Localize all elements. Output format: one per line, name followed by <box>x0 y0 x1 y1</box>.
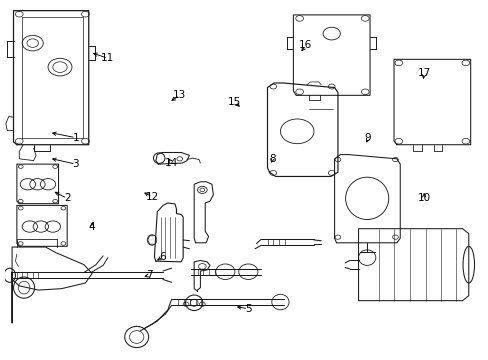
Text: 1: 1 <box>72 133 79 143</box>
Text: 12: 12 <box>145 192 159 202</box>
Text: 3: 3 <box>72 159 79 169</box>
Text: 16: 16 <box>299 40 312 50</box>
Text: 9: 9 <box>364 133 371 143</box>
Text: 8: 8 <box>268 154 275 164</box>
Text: 4: 4 <box>89 221 95 231</box>
Text: 6: 6 <box>160 252 166 262</box>
Text: 14: 14 <box>164 158 178 168</box>
Text: 15: 15 <box>228 98 241 107</box>
Text: 7: 7 <box>146 270 153 280</box>
Text: 11: 11 <box>101 53 114 63</box>
Text: 5: 5 <box>244 304 251 314</box>
Text: 13: 13 <box>173 90 186 100</box>
Text: 10: 10 <box>417 193 430 203</box>
Text: 2: 2 <box>64 193 70 203</box>
Text: 17: 17 <box>417 68 430 78</box>
